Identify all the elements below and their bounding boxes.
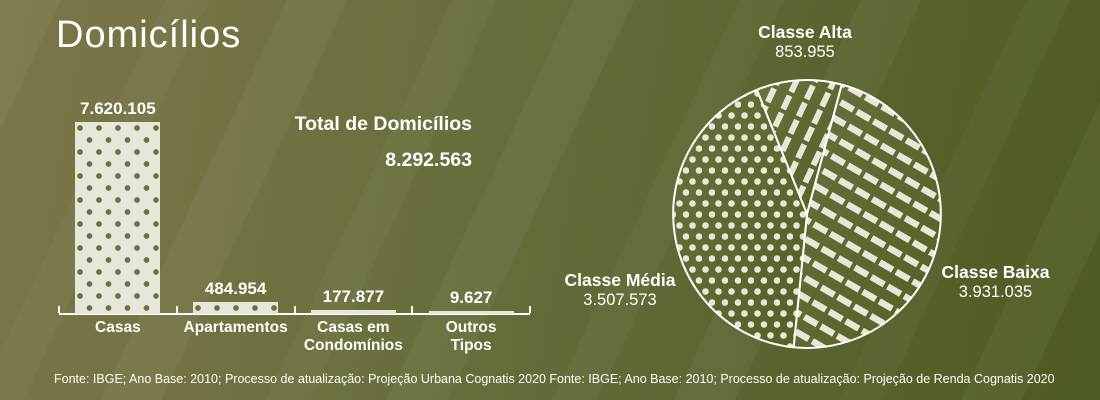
- pie-slice-classe-alta: [755, 79, 843, 215]
- pie-slice-value: 853.955: [775, 43, 835, 61]
- axis-tick: [529, 306, 531, 313]
- bar-value-label: 9.627: [449, 288, 493, 307]
- bar-category-label: Apartamentos: [183, 319, 288, 336]
- axis-tick: [411, 306, 414, 313]
- axis-baseline: [59, 313, 530, 315]
- pie-slice-value: 3.931.035: [958, 283, 1033, 301]
- bar-casas: [75, 122, 161, 314]
- pie-slice-value: 3.507.573: [583, 291, 657, 309]
- bar-casas-em-condominios: [310, 309, 396, 314]
- bar-apartamentos: [193, 301, 279, 314]
- bar-value-label: 177.877: [322, 286, 385, 306]
- pie-slice-name: Classe Alta: [758, 22, 852, 42]
- bar-category-label: Casas: [95, 319, 141, 336]
- axis-tick: [58, 306, 60, 313]
- pie-slice-classe-baixa: [792, 83, 942, 349]
- bar-outros-tipos: [428, 311, 514, 314]
- bar-category-label: Outros Tipos: [445, 319, 497, 354]
- page-title: Domicílios: [56, 14, 242, 56]
- axis-tick: [293, 306, 296, 313]
- total-label: Total de Domicílios: [294, 113, 472, 135]
- pie-label-classe-media: Classe Média 3.507.573: [545, 271, 695, 310]
- pie-slice-classe-media: [672, 88, 808, 349]
- bar-category-label: Casas em Condomínios: [303, 319, 403, 354]
- total-value: 8.292.563: [385, 149, 472, 171]
- bar-value-label: 484.954: [204, 278, 267, 298]
- pie-slice-name: Classe Média: [564, 270, 676, 290]
- pie-label-classe-alta: Classe Alta 853.955: [695, 23, 915, 62]
- axis-tick: [175, 306, 178, 313]
- total-block: Total de Domicílios 8.292.563: [280, 113, 472, 172]
- pie-slice-name: Classe Baixa: [941, 262, 1050, 282]
- bar-value-label: 7.620.105: [80, 99, 156, 118]
- source-note-bar-chart: Fonte: IBGE; Ano Base: 2010; Processo de…: [54, 372, 546, 386]
- source-note-pie-chart: Fonte: IBGE; Ano Base: 2010; Processo de…: [549, 372, 1055, 386]
- pie-label-classe-baixa: Classe Baixa 3.931.035: [923, 263, 1068, 302]
